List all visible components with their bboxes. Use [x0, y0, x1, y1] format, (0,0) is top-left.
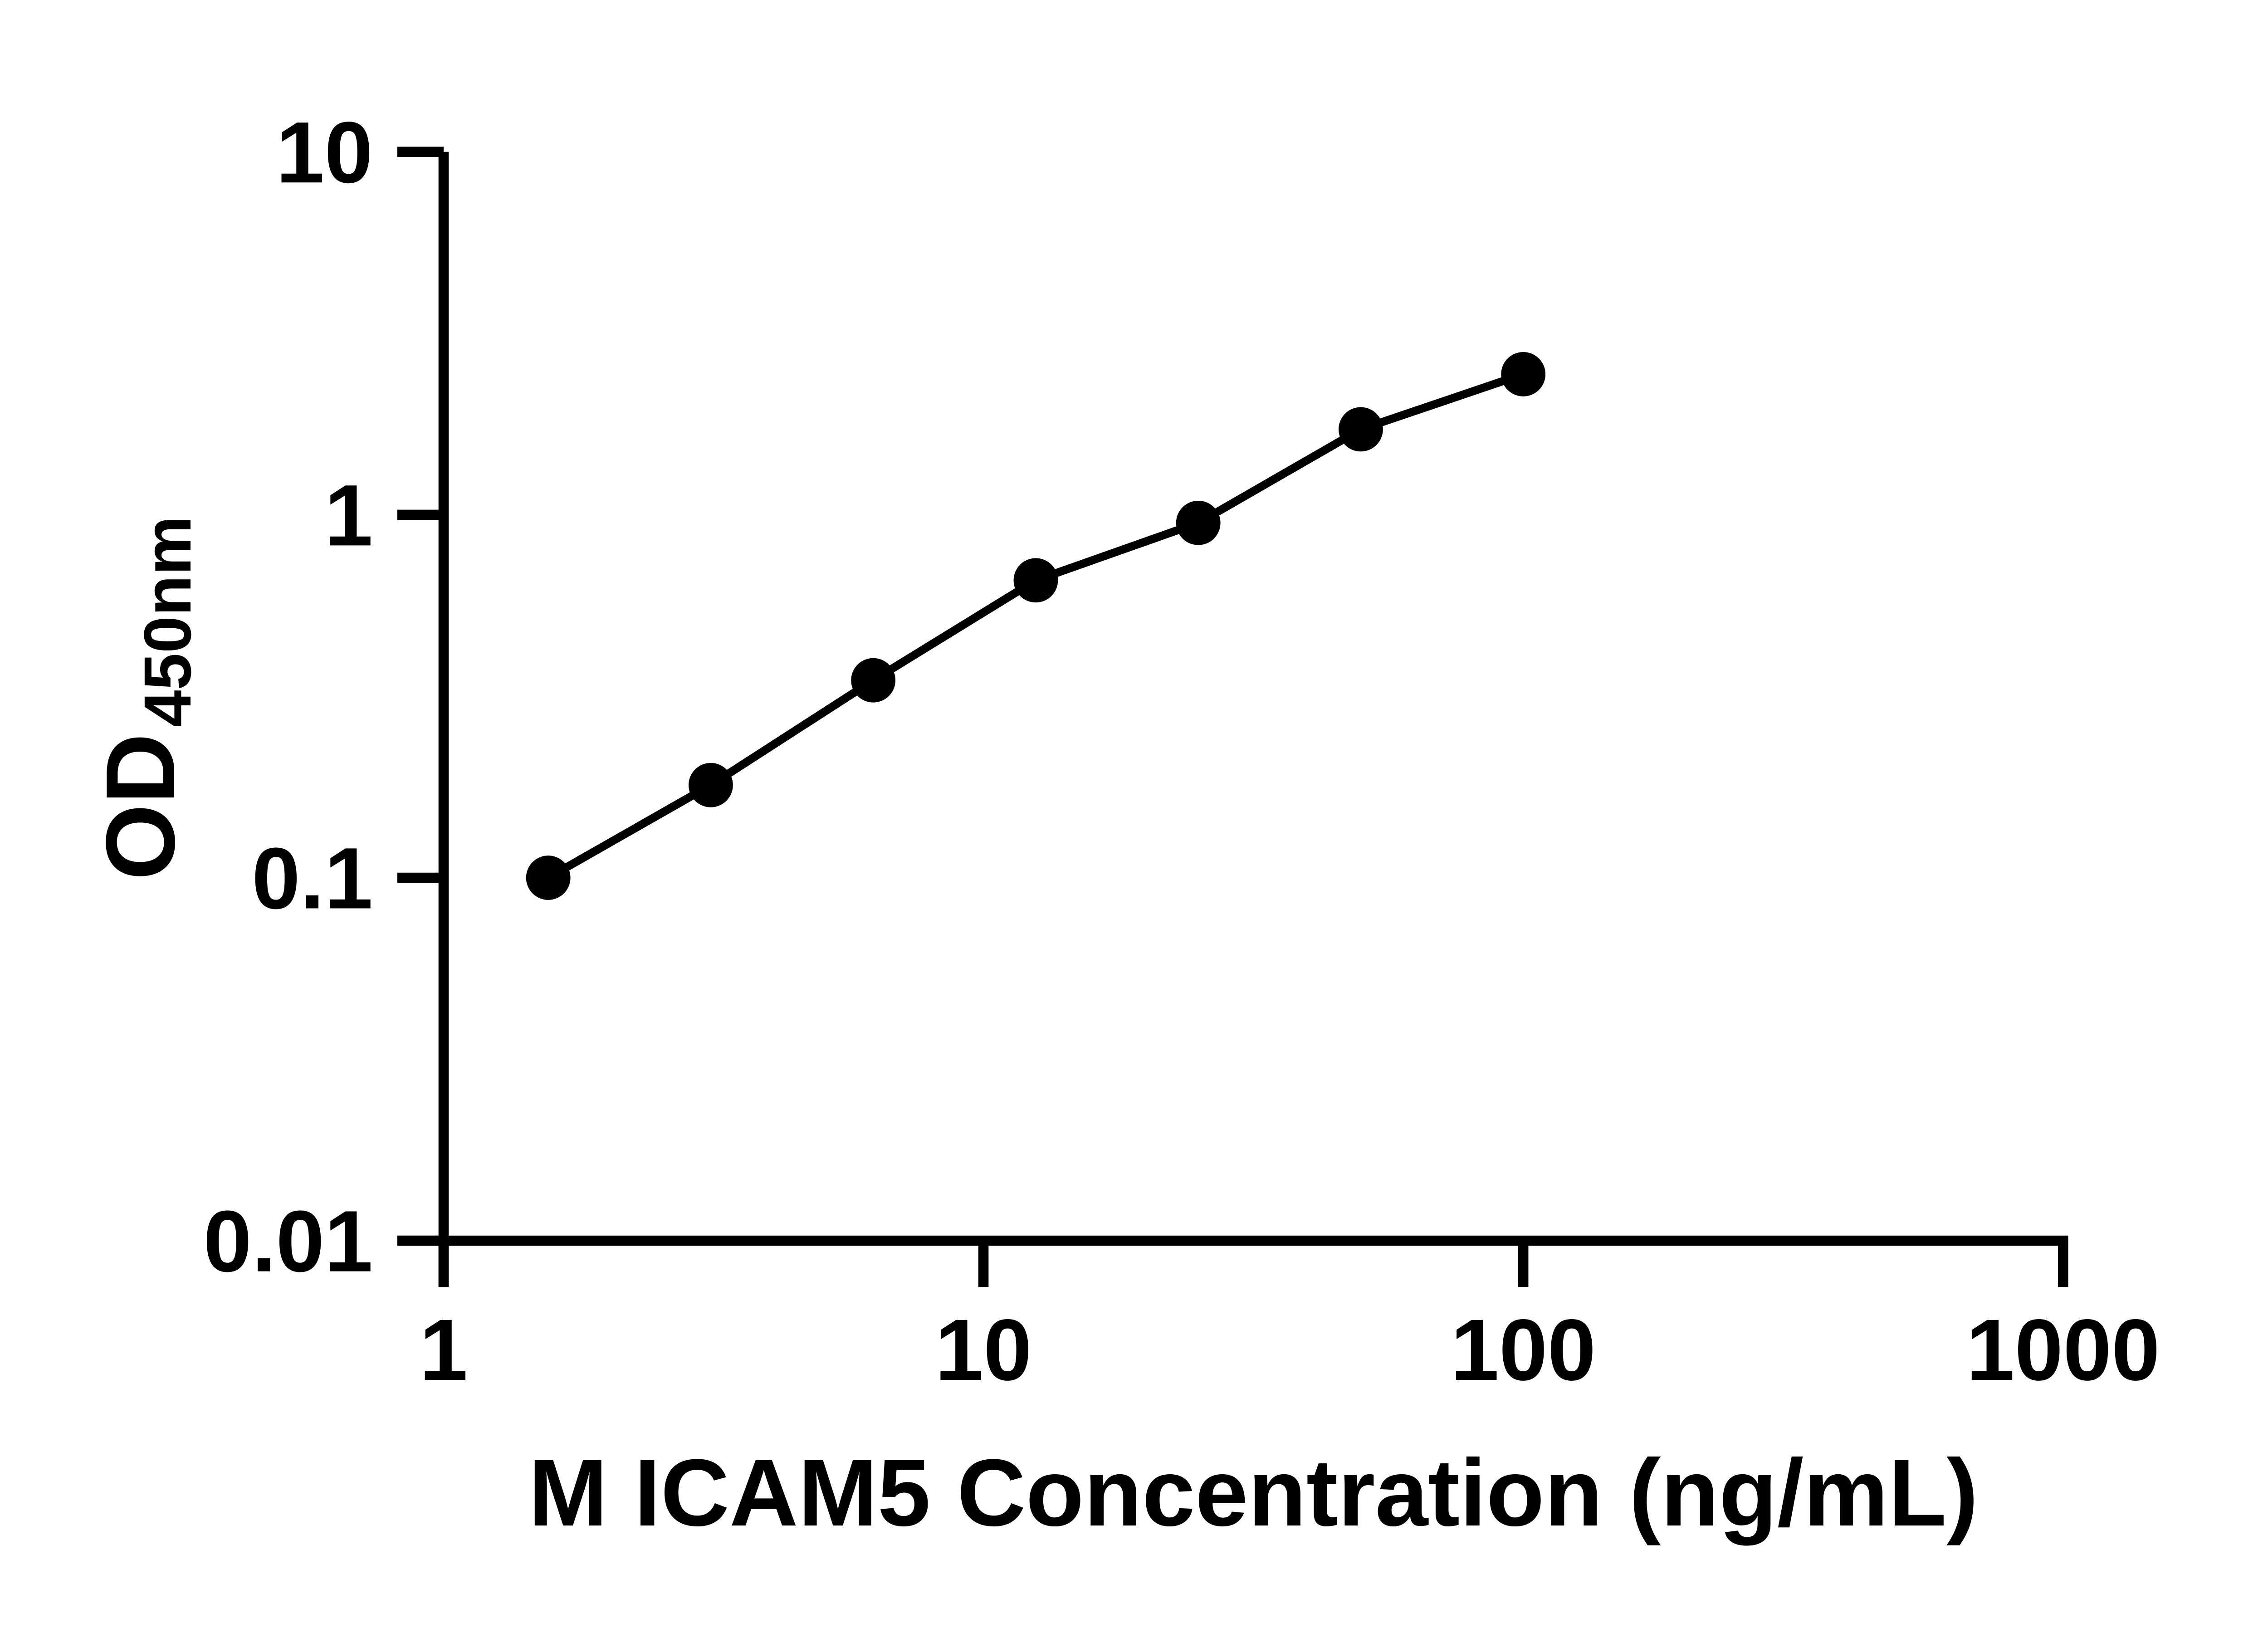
x-tick-label: 1000	[1966, 1301, 2160, 1398]
data-point-marker	[526, 856, 571, 900]
y-tick-label: 1	[324, 466, 373, 564]
data-point-marker	[1339, 407, 1383, 452]
y-tick-label: 0.01	[203, 1193, 373, 1290]
data-point-marker	[851, 658, 896, 703]
x-tick-label: 100	[1451, 1301, 1596, 1398]
y-axis-title-subscript: 450nm	[131, 516, 205, 727]
data-point-marker	[689, 763, 733, 807]
plot-area: 0.01 0.1 1 10 1 10 100 1000	[203, 103, 2160, 1398]
x-axis-title: M ICAM5 Concentration (ng/mL)	[528, 1439, 1978, 1546]
x-tick-label: 1	[420, 1301, 468, 1398]
data-point-marker	[1176, 500, 1221, 545]
y-tick-label: 10	[276, 103, 373, 201]
y-tick-label: 0.1	[252, 830, 373, 927]
series-connecting-line	[546, 370, 1525, 881]
data-point-marker	[1013, 558, 1058, 603]
y-axis-title-main: OD	[85, 733, 195, 880]
data-point-marker	[1501, 352, 1546, 396]
x-tick-label: 10	[935, 1301, 1032, 1398]
y-axis-title: OD 450nm	[85, 516, 205, 880]
